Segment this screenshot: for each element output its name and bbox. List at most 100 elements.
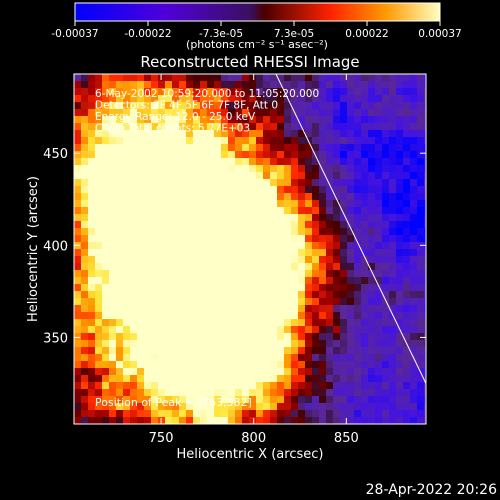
heatmap-pixel <box>410 179 418 187</box>
heatmap-pixel <box>221 389 229 397</box>
heatmap-pixel <box>277 116 285 124</box>
heatmap-pixel <box>319 326 327 334</box>
heatmap-pixel <box>235 410 243 418</box>
heatmap-pixel <box>347 221 355 229</box>
heatmap-pixel <box>403 214 411 222</box>
heatmap-pixel <box>368 95 376 103</box>
heatmap-pixel <box>333 277 341 285</box>
heatmap-pixel <box>123 158 131 166</box>
heatmap-pixel <box>410 193 418 201</box>
heatmap-pixel <box>375 116 383 124</box>
heatmap-pixel <box>305 382 313 390</box>
heatmap-pixel <box>88 137 96 145</box>
heatmap-pixel <box>340 263 348 271</box>
heatmap-pixel <box>319 116 327 124</box>
heatmap-pixel <box>305 144 313 152</box>
heatmap-pixel <box>249 123 257 131</box>
heatmap-pixel <box>410 305 418 313</box>
heatmap-pixel <box>221 123 229 131</box>
heatmap-pixel <box>151 333 159 341</box>
heatmap-pixel <box>88 361 96 369</box>
heatmap-pixel <box>354 256 362 264</box>
heatmap-pixel <box>312 186 320 194</box>
heatmap-pixel <box>417 102 425 110</box>
heatmap-pixel <box>144 95 152 103</box>
heatmap-pixel <box>242 389 250 397</box>
heatmap-pixel <box>347 151 355 159</box>
heatmap-pixel <box>179 144 187 152</box>
heatmap-pixel <box>291 389 299 397</box>
heatmap-pixel <box>340 130 348 138</box>
annotation-line: 6-May-2002 10:59:20.000 to 11:05:20.000 <box>95 88 319 100</box>
heatmap-pixel <box>200 74 208 82</box>
heatmap-pixel <box>256 242 264 250</box>
heatmap-pixel <box>410 319 418 327</box>
heatmap-pixel <box>263 340 271 348</box>
heatmap-pixel <box>403 396 411 404</box>
heatmap-pixel <box>368 340 376 348</box>
heatmap-pixel <box>347 270 355 278</box>
colorbar-tick-label: 0.00037 <box>418 28 461 40</box>
heatmap-pixel <box>179 298 187 306</box>
heatmap-pixel <box>235 123 243 131</box>
heatmap-pixel <box>193 410 201 418</box>
heatmap-pixel <box>102 396 110 404</box>
heatmap-pixel <box>200 333 208 341</box>
heatmap-pixel <box>88 186 96 194</box>
heatmap-pixel <box>214 298 222 306</box>
heatmap-pixel <box>375 326 383 334</box>
heatmap-pixel <box>81 228 89 236</box>
heatmap-pixel <box>389 263 397 271</box>
heatmap-pixel <box>172 130 180 138</box>
heatmap-pixel <box>396 256 404 264</box>
heatmap-pixel <box>410 158 418 166</box>
heatmap-pixel <box>116 410 124 418</box>
heatmap-pixel <box>144 305 152 313</box>
heatmap-pixel <box>221 179 229 187</box>
heatmap-pixel <box>277 235 285 243</box>
heatmap-pixel <box>319 221 327 229</box>
heatmap-pixel <box>375 333 383 341</box>
heatmap-pixel <box>382 256 390 264</box>
heatmap-pixel <box>291 102 299 110</box>
heatmap-pixel <box>151 340 159 348</box>
heatmap-pixel <box>221 277 229 285</box>
heatmap-pixel <box>319 242 327 250</box>
heatmap-pixel <box>221 284 229 292</box>
heatmap-pixel <box>326 312 334 320</box>
heatmap-pixel <box>200 270 208 278</box>
heatmap-pixel <box>249 284 257 292</box>
heatmap-pixel <box>270 186 278 194</box>
heatmap-pixel <box>256 200 264 208</box>
heatmap-pixel <box>235 88 243 96</box>
heatmap-pixel <box>361 347 369 355</box>
heatmap-pixel <box>417 109 425 117</box>
heatmap-pixel <box>249 242 257 250</box>
heatmap-pixel <box>179 235 187 243</box>
heatmap-pixel <box>333 74 341 82</box>
heatmap-pixel <box>193 403 201 411</box>
heatmap-pixel <box>403 410 411 418</box>
heatmap-pixel <box>396 333 404 341</box>
heatmap-pixel <box>137 403 145 411</box>
heatmap-pixel <box>403 165 411 173</box>
heatmap-pixel <box>249 109 257 117</box>
heatmap-pixel <box>256 305 264 313</box>
heatmap-pixel <box>417 179 425 187</box>
heatmap-pixel <box>165 242 173 250</box>
heatmap-pixel <box>382 403 390 411</box>
heatmap-pixel <box>389 123 397 131</box>
heatmap-pixel <box>74 235 82 243</box>
heatmap-pixel <box>151 228 159 236</box>
heatmap-pixel <box>368 417 376 424</box>
heatmap-pixel <box>354 193 362 201</box>
heatmap-pixel <box>249 305 257 313</box>
heatmap-pixel <box>403 81 411 89</box>
heatmap-pixel <box>144 375 152 383</box>
heatmap-pixel <box>347 74 355 82</box>
heatmap-pixel <box>172 81 180 89</box>
heatmap-pixel <box>270 333 278 341</box>
heatmap-pixel <box>340 123 348 131</box>
heatmap-pixel <box>312 277 320 285</box>
heatmap-pixel <box>165 137 173 145</box>
